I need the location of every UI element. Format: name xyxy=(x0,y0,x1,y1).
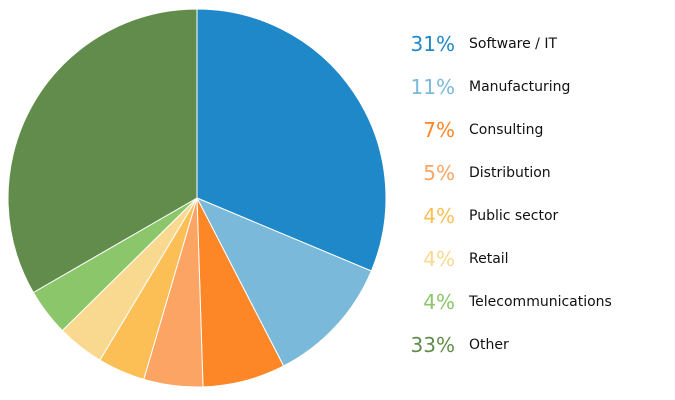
legend-label: Consulting xyxy=(469,122,544,138)
legend-label: Software / IT xyxy=(469,36,558,52)
legend-label: Telecommunications xyxy=(469,294,612,310)
pie-slice-other xyxy=(7,8,198,294)
legend-percent: 4% xyxy=(423,290,455,314)
legend-percent: 4% xyxy=(423,204,455,228)
legend-percent: 31% xyxy=(410,32,455,56)
pie-slice-software-it xyxy=(196,8,387,272)
pie-slice-manufacturing xyxy=(195,197,372,367)
legend-item: 4% Telecommunications xyxy=(380,287,612,317)
legend-item: 33% Other xyxy=(380,330,509,360)
legend-item: 7% Consulting xyxy=(380,115,543,145)
legend-percent: 5% xyxy=(423,161,455,185)
legend-percent: 11% xyxy=(410,75,455,99)
legend-label: Distribution xyxy=(469,165,551,181)
legend-label: Public sector xyxy=(469,208,559,224)
legend-label: Other xyxy=(469,337,509,353)
legend-label: Retail xyxy=(469,251,509,267)
legend-label: Manufacturing xyxy=(469,79,571,95)
legend-item: 11% Manufacturing xyxy=(380,72,571,102)
legend-item: 5% Distribution xyxy=(380,158,551,188)
legend-percent: 7% xyxy=(423,118,455,142)
legend-percent: 4% xyxy=(423,247,455,271)
legend-item: 4% Public sector xyxy=(380,201,558,231)
legend-item: 4% Retail xyxy=(380,244,509,274)
legend-percent: 33% xyxy=(410,333,455,357)
legend-item: 31% Software / IT xyxy=(380,29,557,59)
